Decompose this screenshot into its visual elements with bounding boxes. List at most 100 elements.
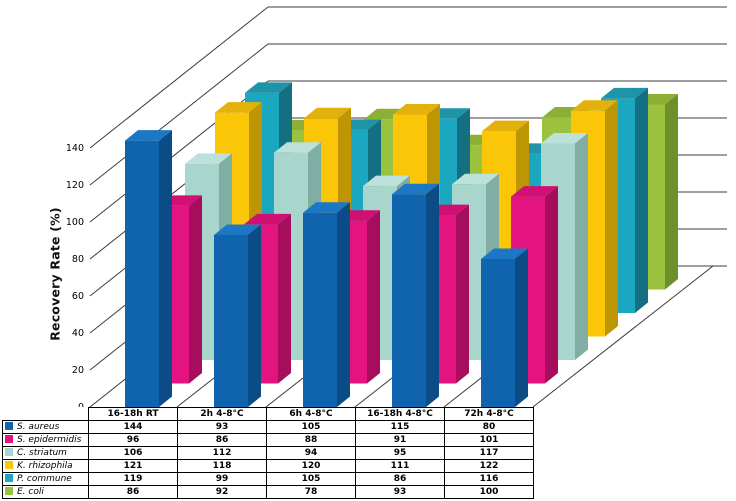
bar-s-aureus-16-18h-rt [125,130,172,407]
value-cell: 118 [177,459,267,473]
y-tick-label: 20 [72,365,84,376]
bar-top-face [304,107,351,119]
bar-side-face [248,224,261,407]
table-row-p-commune: P. commune 119 99 105 86 116 [2,472,534,486]
series-legend-cell: S. aureus [2,420,89,434]
legend-swatch [5,448,13,456]
bar-side-face [278,213,291,384]
bar-side-face [159,130,172,407]
value-cell: 105 [266,472,356,486]
bar-front-face [392,194,426,407]
series-name: K. rhizophila [17,461,73,471]
bar-side-face [426,183,439,407]
value-cell: 99 [177,472,267,486]
value-cell: 144 [88,420,178,434]
table-row-s-aureus: S. aureus 144 93 105 115 80 [2,420,534,434]
series-legend-cell: S. epidermidis [2,433,89,447]
bar-top-face [125,130,172,141]
y-tick-label: 80 [72,254,84,265]
value-cell: 121 [88,459,178,473]
series-name: C. striatum [17,448,67,458]
bar-front-face [125,140,159,407]
bar-top-face [452,173,499,185]
bar-top-face [482,120,529,132]
bar-side-face [515,248,528,407]
bar-top-face [244,213,291,225]
table-row-s-epidermidis: S. epidermidis 96 86 88 91 101 [2,433,534,447]
bar-top-face [541,133,588,144]
value-cell: 86 [177,433,267,447]
bar-front-face [481,259,515,407]
bar-top-face [185,153,232,164]
bar-top-face [601,87,648,99]
series-legend-cell: P. commune [2,472,89,486]
bar-top-face [274,142,321,153]
series-legend-cell: K. rhizophila [2,459,89,473]
bar-top-face [481,248,528,259]
value-cell: 122 [444,459,534,473]
bar-top-face [245,82,292,93]
y-tick-label: 100 [66,217,84,228]
value-cell: 117 [444,446,534,460]
bar-top-face [363,175,410,187]
value-cell: 101 [444,433,534,447]
legend-swatch [5,487,13,495]
table-header-row: 16-18h RT 2h 4-8°C 6h 4-8°C 16-18h 4-8°C 72h… [3,407,534,421]
value-cell: 100 [444,485,534,499]
series-legend-cell: C. striatum [2,446,89,460]
value-cell: 111 [355,459,445,473]
left-wall-gridline-140 [89,6,269,149]
bar-side-face [367,210,380,384]
value-cell: 112 [177,446,267,460]
y-tick-label: 120 [66,180,84,191]
legend-swatch [5,474,13,482]
bar-s-aureus-6h-4-8-c [303,202,350,407]
category-header: 2h 4-8°C [177,407,267,421]
bar-top-face [215,102,262,113]
bar-s-aureus-16-18h-4-8-c [392,183,439,407]
bar-side-face [665,94,678,290]
bar-top-face [571,100,618,111]
bar-s-aureus-2h-4-8-c [214,224,261,407]
y-tick-label: 60 [72,291,84,302]
category-header: 72h 4-8°C [444,407,534,421]
legend-swatch [5,461,13,469]
table-row-e-coli: E. coli 86 92 78 93 100 [2,485,534,499]
value-cell: 96 [88,433,178,447]
value-cell: 116 [444,472,534,486]
legend-swatch [5,422,13,430]
value-cell: 86 [355,472,445,486]
y-tick-label: 140 [66,143,84,154]
value-cell: 119 [88,472,178,486]
legend-swatch [5,435,13,443]
value-cell: 105 [266,420,356,434]
left-wall-gridline-120 [89,43,269,186]
table-row-c-striatum: C. striatum 106 112 94 95 117 [2,446,534,460]
bar-top-face [393,104,440,115]
y-tick-label: 40 [72,328,84,339]
bar-top-face [214,224,261,235]
value-cell: 86 [88,485,178,499]
bar-s-aureus-72h-4-8-c [481,248,528,407]
value-cell: 91 [355,433,445,447]
value-cell: 93 [177,420,267,434]
value-cell: 115 [355,420,445,434]
bar-side-face [337,202,350,407]
bar-side-face [575,133,588,360]
series-name: E. coli [17,487,44,497]
series-name: P. commune [17,474,72,484]
results-table: 16-18h RT 2h 4-8°C 6h 4-8°C 16-18h 4-8°C 72h… [2,407,534,499]
value-cell: 106 [88,446,178,460]
bar-side-face [605,100,618,337]
bar-side-face [456,204,469,384]
bar-side-face [545,186,558,384]
value-cell: 120 [266,459,356,473]
bar-top-face [303,202,350,213]
value-cell: 94 [266,446,356,460]
bar-side-face [189,195,202,384]
category-header: 6h 4-8°C [266,407,356,421]
value-cell: 80 [444,420,534,434]
value-cell: 92 [177,485,267,499]
